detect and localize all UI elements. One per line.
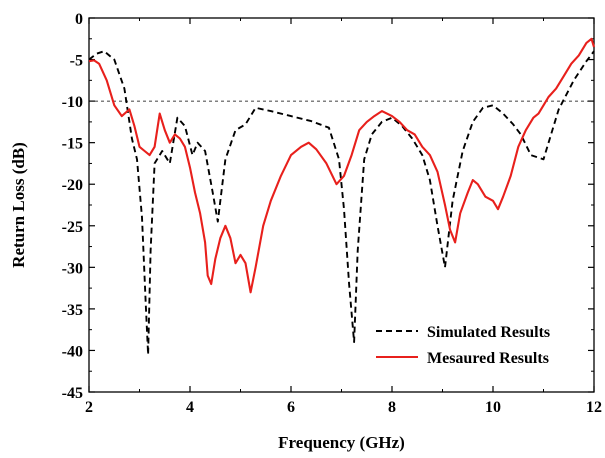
series-simulated-line: [88, 50, 595, 356]
y-tick-label: -10: [62, 94, 83, 111]
x-axis-title: Frequency (GHz): [278, 433, 405, 452]
y-tick-label: -15: [62, 136, 83, 153]
y-tick-label: 0: [75, 11, 83, 28]
y-tick-label: -45: [62, 385, 83, 402]
x-tick-label: 10: [485, 399, 501, 416]
series-measured-line: [88, 37, 596, 294]
series-layer: [88, 37, 596, 356]
y-tick-label: -35: [62, 302, 83, 319]
x-tick-label: 8: [388, 399, 396, 416]
axes: 2 4 6 8 10 12 0 -5 -10 -15 -20 -25 -30 -35 -40 -45: [62, 11, 602, 416]
y-tick-label: -20: [62, 177, 83, 194]
y-tick-label: -5: [70, 53, 83, 70]
x-tick-label: 4: [186, 399, 194, 416]
y-tick-label: -40: [62, 343, 83, 360]
y-tick-label: -30: [62, 260, 83, 277]
legend-label-measured: Mesaured Results: [427, 350, 549, 367]
y-tick-label: -25: [62, 219, 83, 236]
x-tick-label: 2: [85, 399, 93, 416]
x-tick-label: 12: [586, 399, 602, 416]
legend-label-simulated: Simulated Results: [427, 324, 550, 341]
y-axis-title: Return Loss (dB): [9, 142, 28, 268]
x-tick-label: 6: [287, 399, 295, 416]
legend: Simulated Results Mesaured Results: [376, 324, 550, 367]
